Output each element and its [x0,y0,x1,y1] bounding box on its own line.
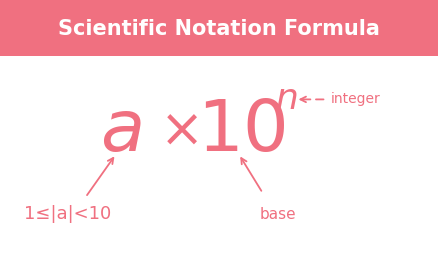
Text: ×: × [159,106,204,158]
Text: a: a [100,97,145,166]
Text: n: n [276,82,298,116]
Text: 1≤|a|<10: 1≤|a|<10 [24,205,112,223]
Text: base: base [260,207,297,222]
Text: 10: 10 [197,97,289,166]
FancyBboxPatch shape [0,0,438,56]
Text: integer: integer [331,92,381,106]
Text: Scientific Notation Formula: Scientific Notation Formula [58,19,380,39]
